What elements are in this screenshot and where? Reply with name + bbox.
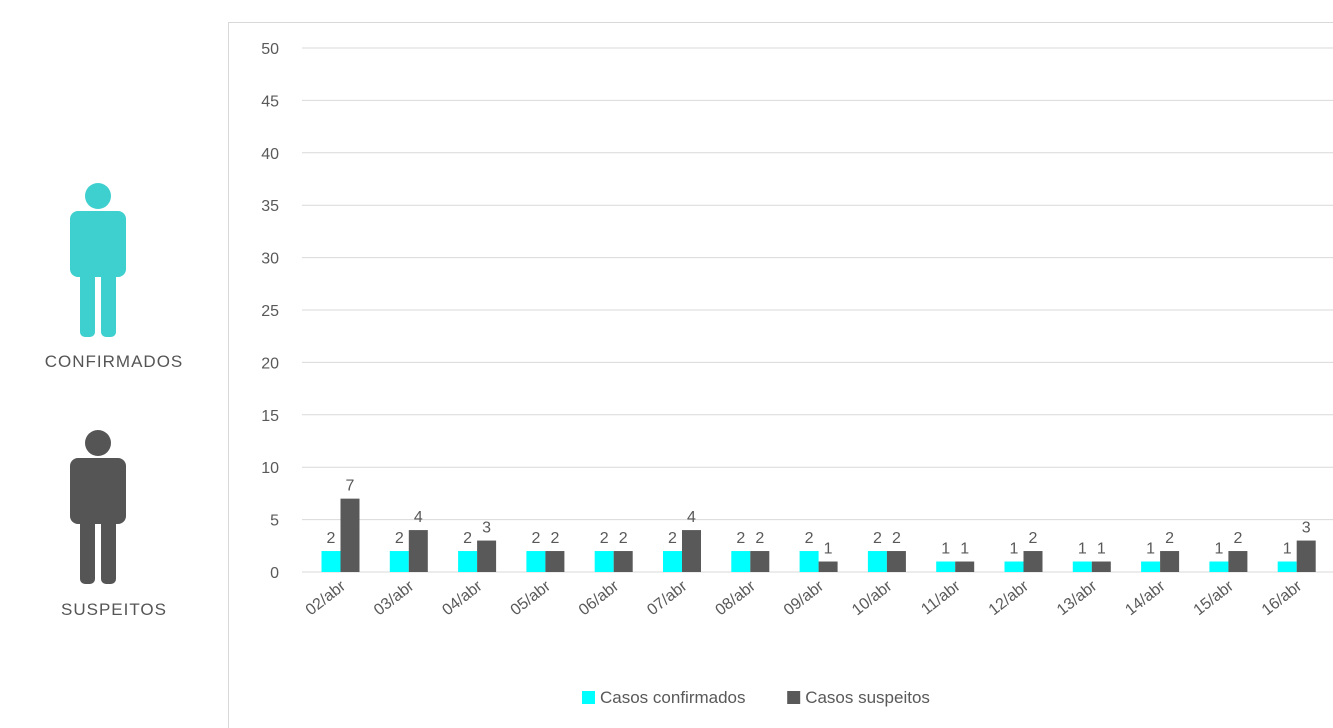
- data-label: 1: [960, 541, 969, 558]
- bar-suspect: [1023, 551, 1043, 572]
- data-label: 3: [1302, 520, 1311, 537]
- bar-confirmed: [321, 551, 341, 572]
- data-label: 1: [1214, 541, 1223, 558]
- y-tick-label: 20: [261, 355, 279, 372]
- data-label: 2: [395, 530, 404, 547]
- suspect-label: SUSPEITOS: [61, 600, 167, 619]
- x-tick-label: 11/abr: [918, 577, 964, 618]
- x-tick-label: 03/abr: [371, 577, 418, 619]
- bar-confirmed: [526, 551, 546, 572]
- person-suspect-icon: [70, 430, 126, 584]
- x-tick-label: 08/abr: [713, 577, 760, 619]
- bar-confirmed: [867, 551, 887, 572]
- data-label: 1: [1078, 541, 1087, 558]
- data-label: 2: [327, 530, 336, 547]
- data-label: 2: [463, 530, 472, 547]
- bar-confirmed: [1004, 561, 1024, 572]
- bar-confirmed: [799, 551, 819, 572]
- data-label: 1: [941, 541, 950, 558]
- x-tick-label: 04/abr: [439, 577, 486, 619]
- x-tick-label: 06/abr: [576, 577, 623, 619]
- bar-suspect: [408, 530, 428, 572]
- bar-suspect: [1091, 561, 1111, 572]
- x-tick-label: 07/abr: [644, 577, 691, 619]
- data-label: 7: [346, 478, 355, 495]
- y-tick-label: 0: [270, 565, 279, 582]
- data-label: 2: [805, 530, 814, 547]
- bar-suspect: [1296, 540, 1316, 572]
- x-tick-label: 05/abr: [508, 577, 555, 619]
- y-tick-label: 30: [261, 251, 279, 268]
- bar-suspect: [955, 561, 975, 572]
- data-label: 1: [1097, 541, 1106, 558]
- legend-swatch: [787, 691, 801, 704]
- legend-entry: Casos confirmados: [600, 688, 746, 707]
- person-confirmed-icon: [70, 183, 126, 337]
- data-label: 2: [619, 530, 628, 547]
- x-tick-label: 14/abr: [1122, 577, 1169, 619]
- data-label: 2: [600, 530, 609, 547]
- legend-swatch: [582, 691, 595, 704]
- data-label: 2: [873, 530, 882, 547]
- y-tick-label: 50: [261, 41, 279, 58]
- y-tick-label: 45: [261, 93, 279, 110]
- x-tick-label: 09/abr: [781, 577, 828, 619]
- y-tick-label: 10: [261, 460, 279, 477]
- x-tick-label: 02/abr: [303, 577, 350, 619]
- data-label: 2: [1029, 530, 1038, 547]
- data-label: 2: [892, 530, 901, 547]
- y-tick-label: 35: [261, 198, 279, 215]
- bar-confirmed: [936, 561, 956, 572]
- y-tick-label: 15: [261, 408, 279, 425]
- bar-confirmed: [1209, 561, 1229, 572]
- y-tick-label: 25: [261, 303, 279, 320]
- y-tick-label: 5: [270, 513, 279, 530]
- data-label: 2: [1165, 530, 1174, 547]
- data-label: 2: [1233, 530, 1242, 547]
- bar-suspect: [750, 551, 770, 572]
- data-label: 4: [687, 509, 696, 526]
- bar-confirmed: [1277, 561, 1297, 572]
- x-tick-label: 13/abr: [1054, 577, 1101, 619]
- bar-confirmed: [1072, 561, 1092, 572]
- data-label: 2: [668, 530, 677, 547]
- legend-entry: Casos suspeitos: [805, 688, 930, 707]
- data-label: 2: [550, 530, 559, 547]
- x-tick-label: 10/abr: [849, 577, 896, 619]
- x-tick-label: 15/abr: [1191, 577, 1238, 619]
- x-tick-label: 12/abr: [986, 577, 1033, 619]
- data-label: 3: [482, 520, 491, 537]
- data-label: 1: [1010, 541, 1019, 558]
- bar-suspect: [682, 530, 701, 572]
- data-label: 2: [755, 530, 764, 547]
- bar-suspect: [1228, 551, 1248, 572]
- data-label: 1: [824, 541, 833, 558]
- data-label: 4: [414, 509, 423, 526]
- data-label: 2: [736, 530, 745, 547]
- bar-suspect: [818, 561, 838, 572]
- chart-frame: [228, 22, 1333, 728]
- bar-confirmed: [663, 551, 682, 572]
- bar-confirmed: [594, 551, 614, 572]
- bar-suspect: [545, 551, 565, 572]
- bar-confirmed: [731, 551, 751, 572]
- bar-confirmed: [458, 551, 478, 572]
- bar-confirmed: [1141, 561, 1161, 572]
- bar-suspect: [340, 498, 360, 572]
- data-label: 1: [1283, 541, 1292, 558]
- bar-suspect: [613, 551, 633, 572]
- bar-suspect: [477, 540, 497, 572]
- confirmed-label: CONFIRMADOS: [44, 352, 184, 371]
- bar-suspect: [1160, 551, 1180, 572]
- data-label: 1: [1146, 541, 1155, 558]
- bar-suspect: [886, 551, 906, 572]
- y-tick-label: 40: [261, 146, 279, 163]
- data-label: 2: [531, 530, 540, 547]
- bar-confirmed: [389, 551, 409, 572]
- infographic-panel: CONFIRMADOS SUSPEITOS: [0, 0, 228, 728]
- x-tick-label: 16/abr: [1259, 577, 1306, 619]
